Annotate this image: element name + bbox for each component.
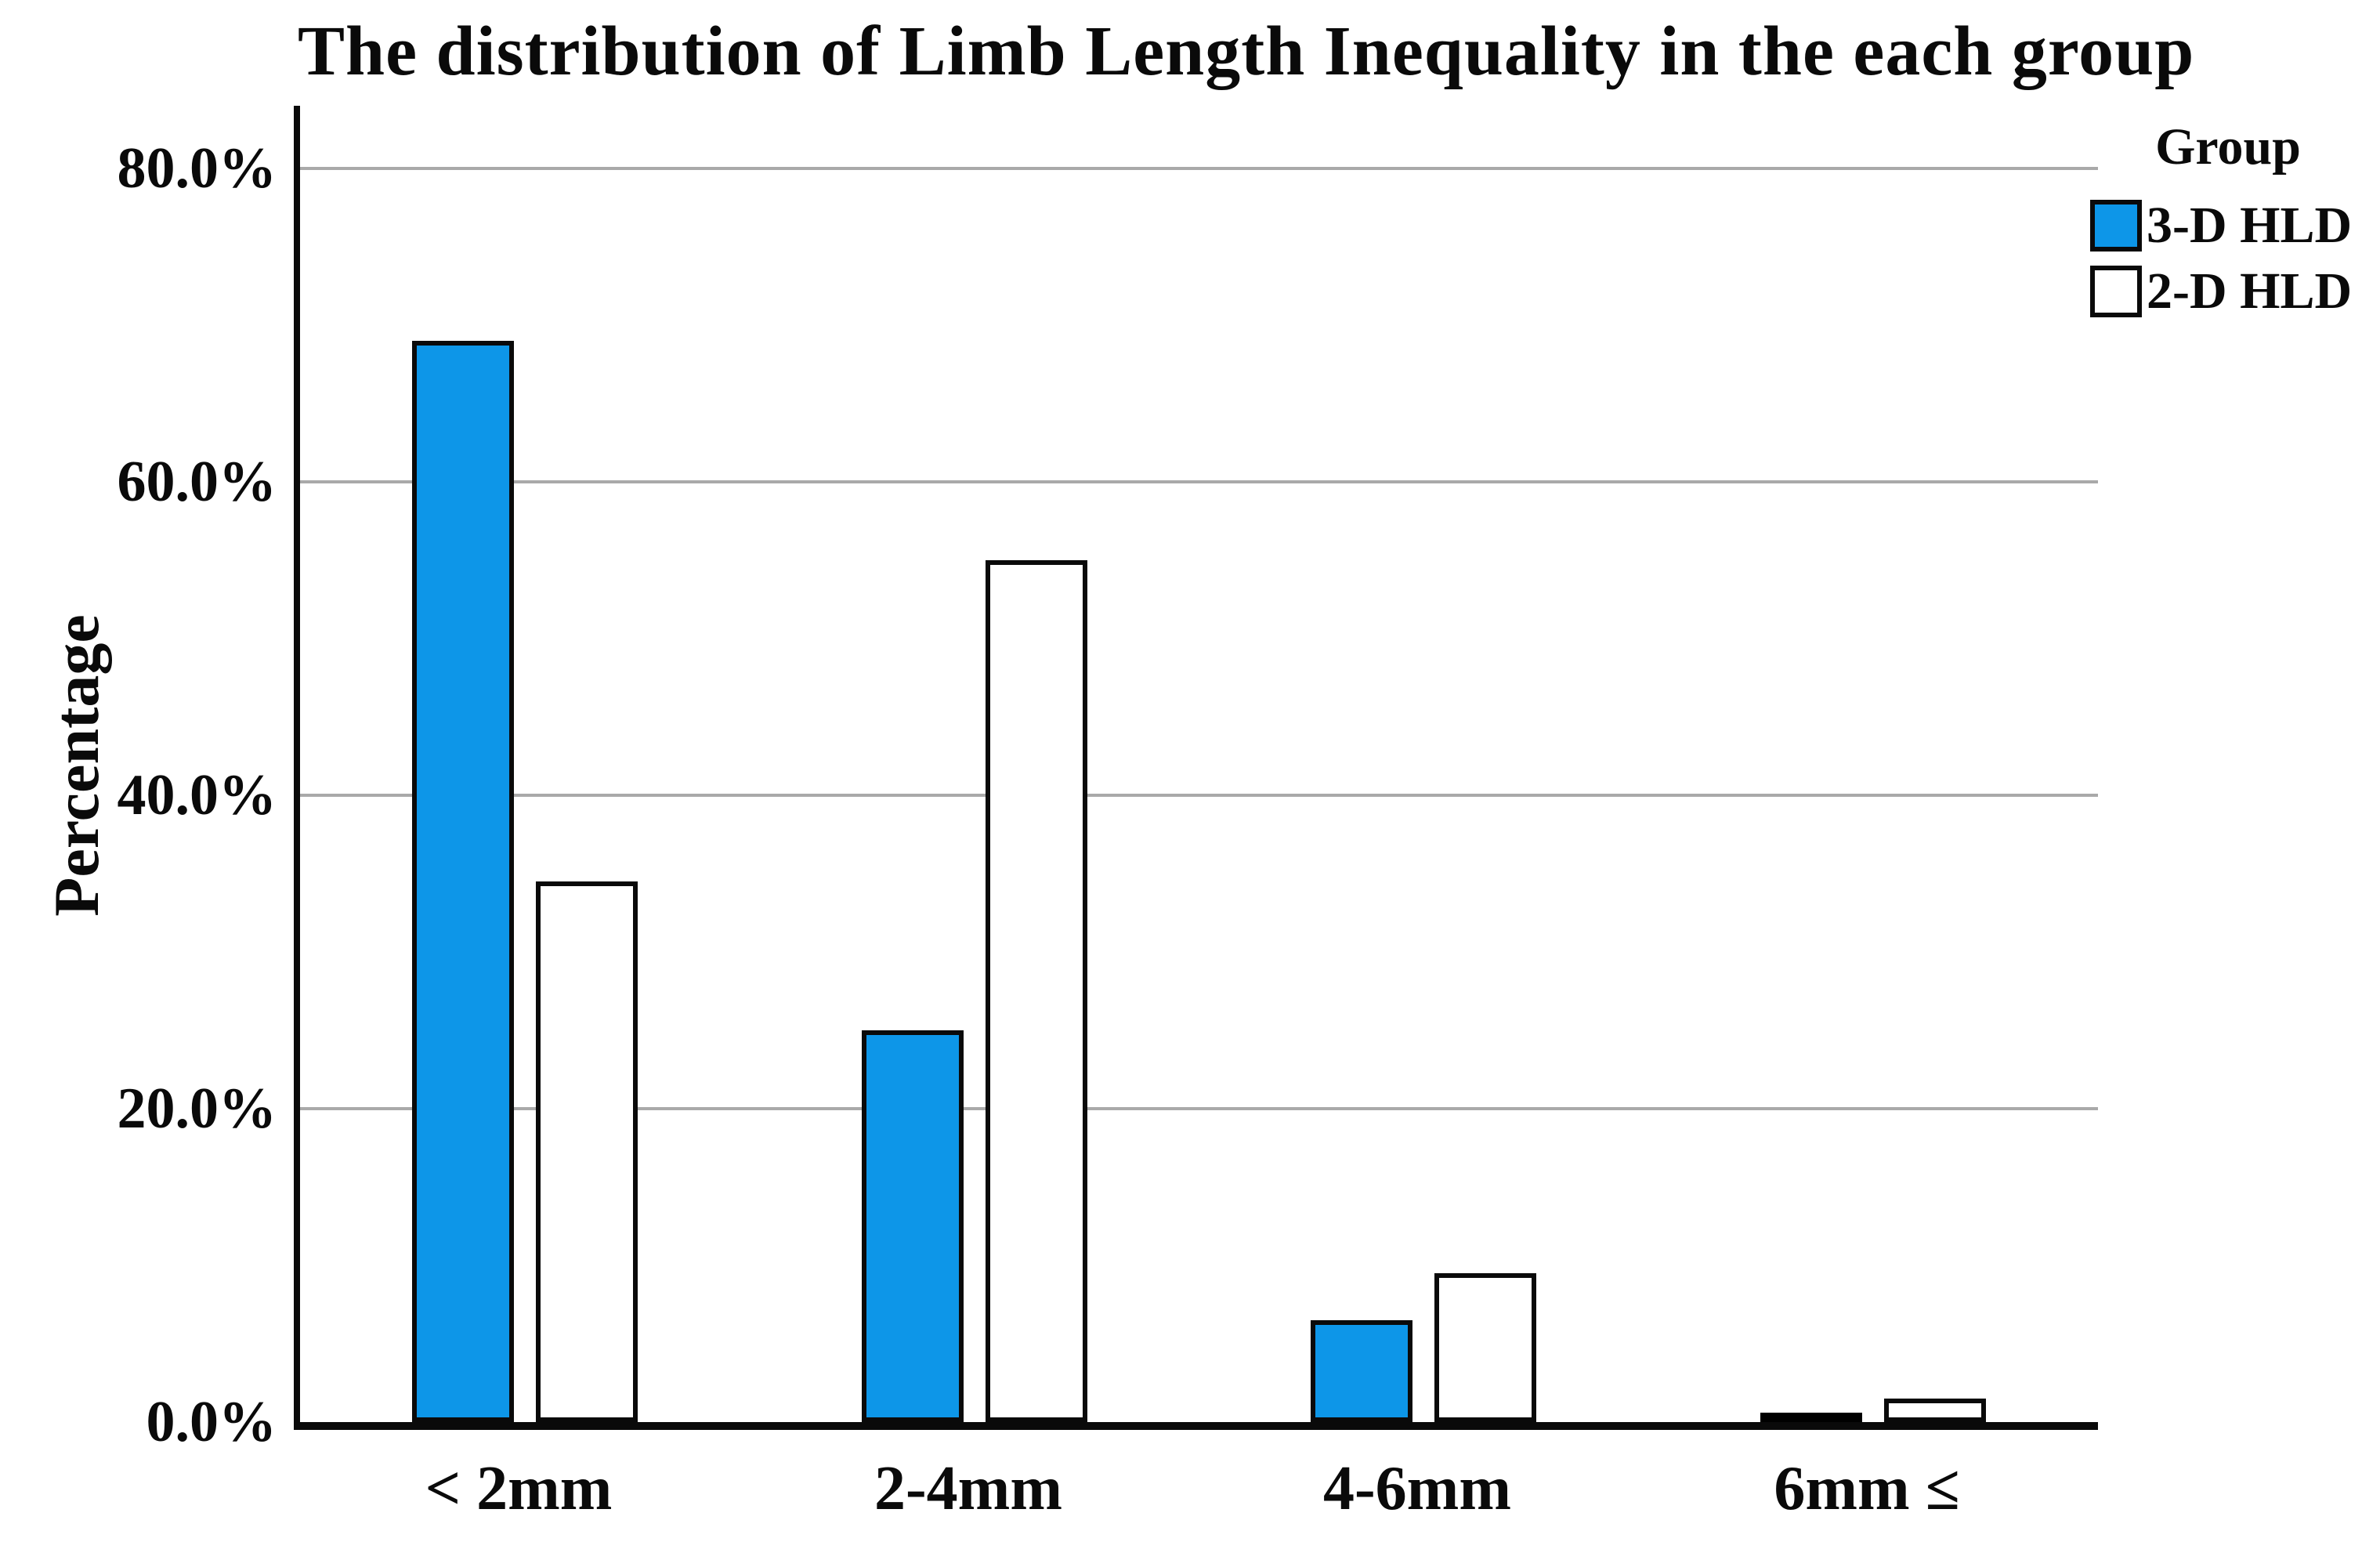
legend-swatch-icon xyxy=(2090,266,2142,317)
gridline-20 xyxy=(300,1107,2098,1110)
x-category-label: 2-4mm xyxy=(874,1454,1062,1523)
x-category-label: < 2mm xyxy=(425,1454,613,1523)
bar-3-d-hld-2 xyxy=(862,1030,964,1422)
x-category-label: 4-6mm xyxy=(1323,1454,1511,1523)
y-tick-label: 80.0% xyxy=(117,136,277,201)
y-tick-label: 20.0% xyxy=(117,1077,277,1141)
bar-2-d-hld-4 xyxy=(1884,1399,1986,1422)
gridline-40 xyxy=(300,794,2098,797)
bar-2-d-hld-2 xyxy=(986,560,1087,1422)
y-tick-label: 40.0% xyxy=(117,763,277,827)
legend: Group 3-D HLD 2-D HLD xyxy=(2090,118,2380,329)
legend-item-label: 2-D HLD xyxy=(2147,262,2353,320)
bar-3-d-hld-3 xyxy=(1311,1320,1412,1422)
gridline-60 xyxy=(300,480,2098,483)
y-tick-label: 60.0% xyxy=(117,450,277,514)
legend-item-label: 3-D HLD xyxy=(2147,197,2353,254)
y-tick-label: 0.0% xyxy=(146,1390,277,1454)
legend-swatch-icon xyxy=(2090,200,2142,252)
bar-3-d-hld-1 xyxy=(412,341,514,1422)
legend-item: 2-D HLD xyxy=(2090,263,2380,320)
legend-title: Group xyxy=(2155,118,2301,176)
bar-2-d-hld-3 xyxy=(1434,1273,1536,1422)
legend-items: 3-D HLD 2-D HLD xyxy=(2090,197,2380,320)
bar-3-d-hld-4 xyxy=(1760,1413,1862,1422)
plot-area xyxy=(294,106,2098,1430)
x-category-label: 6mm ≤ xyxy=(1774,1454,1960,1523)
chart-title: The distribution of Limb Length Inequali… xyxy=(298,13,2195,90)
bar-2-d-hld-1 xyxy=(536,881,638,1422)
legend-item: 3-D HLD xyxy=(2090,197,2380,254)
gridline-80 xyxy=(300,167,2098,170)
